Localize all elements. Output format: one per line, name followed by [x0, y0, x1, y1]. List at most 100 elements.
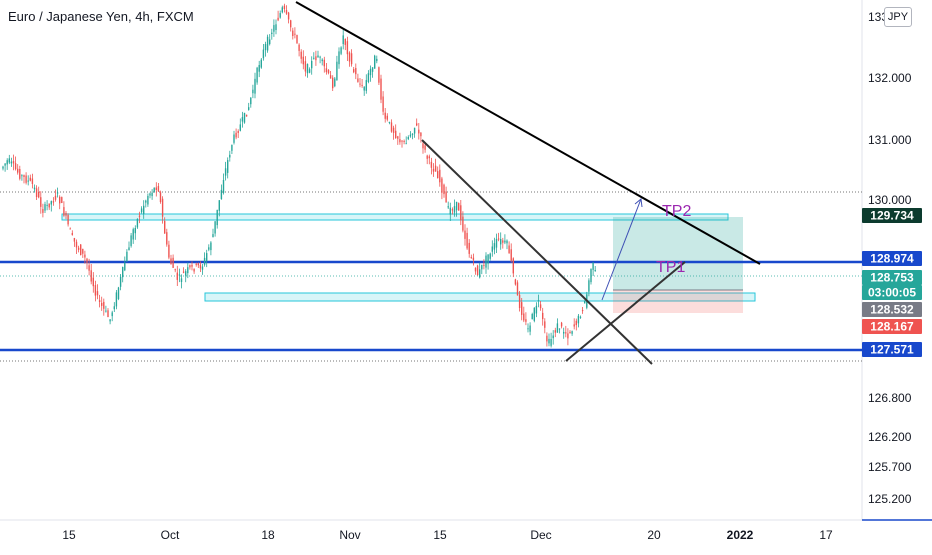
candle-body	[294, 33, 296, 35]
major-downtrend-line[interactable]	[295, 1, 761, 265]
x-tick-label: 20	[647, 528, 661, 542]
time-axis[interactable]: 15 Oct 18 Nov 15 Dec 20 2022 17	[62, 528, 833, 542]
candle-body	[325, 68, 328, 73]
candle-body	[327, 69, 330, 74]
candle-body	[199, 264, 202, 269]
candle-body	[472, 257, 475, 260]
currency-button[interactable]: JPY	[884, 7, 912, 27]
candle-body	[405, 143, 407, 145]
candle-body	[296, 35, 298, 44]
candle-body	[319, 56, 321, 58]
candle-body	[208, 247, 210, 250]
candle-body	[187, 267, 189, 274]
candle-body	[214, 221, 216, 234]
candle-body	[117, 287, 120, 299]
candle-body	[48, 203, 50, 208]
candle-body	[107, 310, 109, 317]
candle-body	[371, 67, 374, 72]
candle-body	[430, 161, 433, 168]
candle-body	[227, 160, 229, 173]
candle-body	[497, 238, 500, 240]
candle-body	[84, 254, 86, 258]
candle-body	[350, 53, 353, 65]
candle-body	[17, 168, 19, 173]
price-tag-bg	[862, 208, 922, 223]
candle-body	[403, 140, 405, 142]
candle-body	[527, 328, 529, 330]
candle-body	[426, 155, 428, 159]
candle-body	[525, 319, 527, 322]
candle-body	[409, 134, 412, 137]
candle-body	[241, 117, 244, 122]
candle-body	[558, 328, 561, 330]
candle-body	[19, 169, 21, 179]
candle-body	[369, 68, 372, 76]
y-tick-label: 125.200	[868, 492, 912, 506]
candle-body	[71, 233, 73, 235]
candle-body	[262, 49, 265, 59]
candle-body	[191, 264, 193, 267]
candle-body	[176, 272, 178, 280]
support-zone[interactable]	[204, 292, 756, 302]
candle-body	[348, 52, 351, 62]
projection-arrow[interactable]	[601, 198, 642, 301]
target-zone[interactable]	[613, 217, 743, 290]
candle-body	[512, 258, 514, 274]
candle-body	[571, 331, 573, 334]
candle-body	[584, 300, 586, 304]
candle-body	[134, 228, 136, 234]
candle-body	[119, 276, 122, 287]
candle-body	[397, 136, 399, 139]
candle-body	[476, 265, 479, 276]
x-tick-label: 18	[261, 528, 275, 542]
candle-body	[222, 180, 225, 193]
candle-body	[382, 96, 384, 112]
candle-body	[483, 264, 485, 266]
candle-body	[206, 253, 208, 262]
candle-body	[495, 239, 498, 248]
candle-body	[539, 304, 542, 309]
candle-body	[2, 166, 4, 169]
minor-downtrend-line[interactable]	[421, 139, 653, 365]
price-tag: 127.571	[870, 343, 914, 357]
candle-body	[388, 121, 391, 123]
resistance-zone[interactable]	[61, 213, 729, 221]
candle-body	[153, 187, 155, 192]
candle-body	[464, 230, 466, 239]
candle-body	[565, 332, 567, 334]
candle-body	[529, 325, 531, 332]
candle-body	[550, 339, 552, 346]
candle-body	[437, 171, 439, 179]
candle-body	[44, 204, 46, 211]
candle-body	[508, 245, 510, 254]
candle-body	[105, 310, 107, 312]
candle-body	[103, 301, 105, 309]
candle-body	[304, 61, 307, 72]
y-tick-label: 126.800	[868, 391, 912, 405]
tp2-label[interactable]: TP2	[662, 203, 691, 220]
candle-body	[460, 205, 462, 221]
price-tag: 128.753	[870, 271, 914, 285]
candle-body	[264, 44, 267, 51]
candle-body	[77, 247, 80, 250]
tp1-label[interactable]: TP1	[656, 259, 685, 276]
candle-body	[126, 251, 128, 262]
candle-body	[411, 133, 414, 135]
candle-body	[285, 10, 288, 14]
candle-body	[111, 312, 113, 317]
candle-body	[502, 240, 504, 243]
candle-body	[67, 214, 69, 225]
candle-body	[416, 123, 418, 126]
candle-body	[493, 243, 496, 250]
candle-body	[332, 77, 334, 89]
candle-body	[384, 112, 386, 119]
candle-body	[342, 35, 344, 45]
candle-body	[361, 84, 363, 86]
stop-zone[interactable]	[613, 290, 743, 313]
candle-body	[353, 69, 355, 73]
uptrend-line[interactable]	[565, 261, 686, 362]
y-tick-label: 132.000	[868, 71, 912, 85]
